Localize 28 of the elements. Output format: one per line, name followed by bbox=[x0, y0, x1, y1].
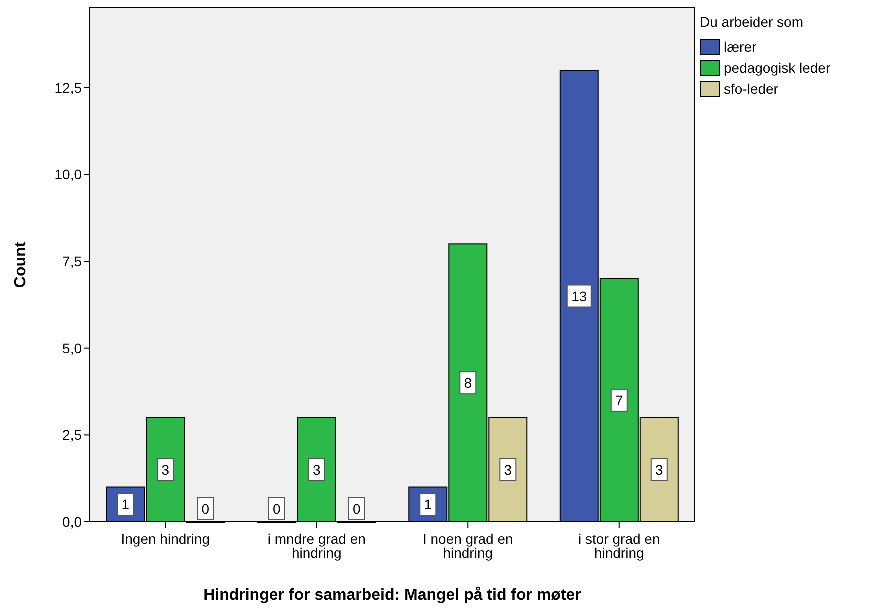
x-tick-label: Ingen hindring bbox=[121, 530, 210, 547]
data-label: 0 bbox=[272, 501, 281, 517]
legend-label: lærer bbox=[724, 38, 757, 54]
data-label: 8 bbox=[464, 375, 472, 392]
x-tick-label: i mndre grad en hindring bbox=[268, 530, 366, 561]
data-label: 3 bbox=[504, 462, 512, 478]
data-label: 0 bbox=[202, 501, 210, 517]
x-axis-title: Hindringer for samarbeid: Mangel på tid for møter bbox=[204, 586, 582, 604]
data-label: 13 bbox=[572, 288, 588, 304]
legend-title: Du arbeider som bbox=[700, 14, 804, 30]
y-tick-label: 7,5 bbox=[62, 253, 82, 270]
data-label: 3 bbox=[655, 462, 664, 478]
x-tick-label: I noen grad en hindring bbox=[422, 530, 514, 561]
legend-label: sfo-leder bbox=[724, 80, 778, 96]
data-label: 1 bbox=[424, 496, 432, 513]
data-label: 3 bbox=[312, 462, 321, 478]
y-tick-label: 10,0 bbox=[54, 166, 82, 183]
data-label: 3 bbox=[162, 462, 170, 478]
y-tick-label: 12,5 bbox=[54, 80, 82, 96]
y-tick-label: 5,0 bbox=[62, 340, 82, 356]
data-label: 1 bbox=[122, 496, 130, 513]
legend-label: pedagogisk leder bbox=[724, 60, 831, 76]
y-tick-label: 2,5 bbox=[62, 427, 82, 444]
y-tick-label: 0,0 bbox=[62, 514, 82, 530]
x-tick-label: i stor grad en hindring bbox=[578, 530, 660, 561]
y-axis-title: Count bbox=[12, 241, 30, 288]
data-label: 7 bbox=[615, 392, 624, 408]
data-label: 0 bbox=[352, 501, 361, 517]
